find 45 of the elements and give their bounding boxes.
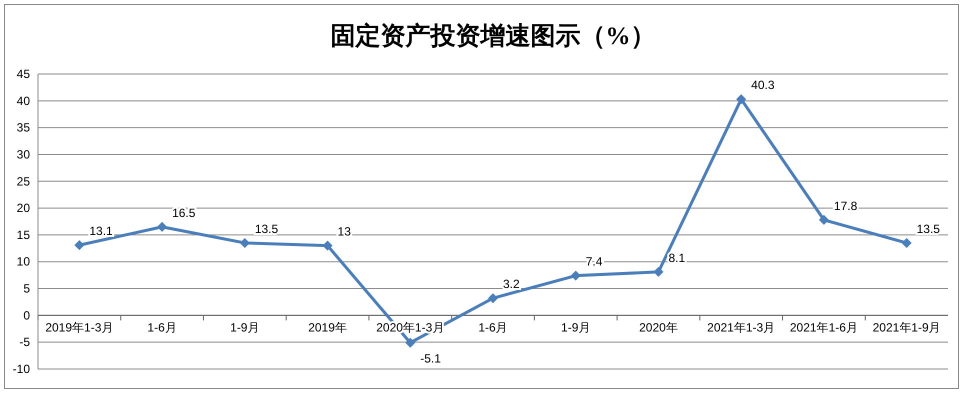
x-tick-label: 2021年1-9月 (872, 320, 941, 334)
data-label: -5.1 (420, 352, 442, 366)
data-label: 40.3 (751, 78, 775, 92)
y-tick-label: 40 (16, 94, 30, 108)
y-tick-label: 10 (16, 254, 30, 269)
y-tick-label: -10 (12, 362, 30, 376)
y-tick-label: 25 (16, 174, 30, 188)
data-label: 13.5 (254, 222, 278, 236)
point (157, 222, 168, 232)
y-tick-label: 15 (16, 228, 30, 242)
point (240, 238, 250, 248)
y-tick-label: -5 (19, 335, 30, 350)
point (736, 94, 746, 104)
data-label: 13.5 (916, 222, 940, 236)
y-tick-label: 45 (16, 67, 30, 81)
y-tick-label: 20 (16, 201, 30, 216)
point (570, 270, 581, 281)
point (653, 266, 664, 277)
point (488, 293, 498, 304)
y-tick-label: 0 (23, 308, 30, 322)
x-tick-label: 1-6月 (478, 320, 508, 334)
y-tick-label: 30 (16, 147, 30, 162)
data-label: 3.2 (503, 277, 520, 292)
y-tick-label: 35 (16, 120, 30, 135)
data-label: 13.1 (89, 224, 114, 238)
x-tick-label: 2020年 (639, 320, 678, 334)
data-label: 8.1 (668, 250, 686, 265)
point (405, 338, 416, 348)
y-tick-label: 5 (23, 282, 30, 296)
x-tick-label: 1-6月 (147, 320, 177, 334)
x-tick-label: 1-9月 (230, 320, 260, 334)
point (74, 240, 84, 250)
data-label: 17.8 (834, 198, 858, 213)
x-tick-label: 2019年1-3月 (45, 320, 114, 334)
chart-title: 固定资产投资增速图示（%） (330, 22, 656, 50)
data-label: 13 (338, 224, 352, 239)
point (902, 238, 912, 248)
x-tick-label: 2019年 (308, 320, 347, 334)
point (322, 240, 333, 251)
data-label: 7.4 (586, 254, 603, 269)
x-tick-label: 2021年1-3月 (707, 320, 776, 334)
x-tick-label: 2021年1-6月 (790, 320, 858, 334)
point (818, 214, 829, 225)
x-tick-label: 1-9月 (561, 320, 590, 334)
data-label: 16.5 (172, 206, 196, 220)
